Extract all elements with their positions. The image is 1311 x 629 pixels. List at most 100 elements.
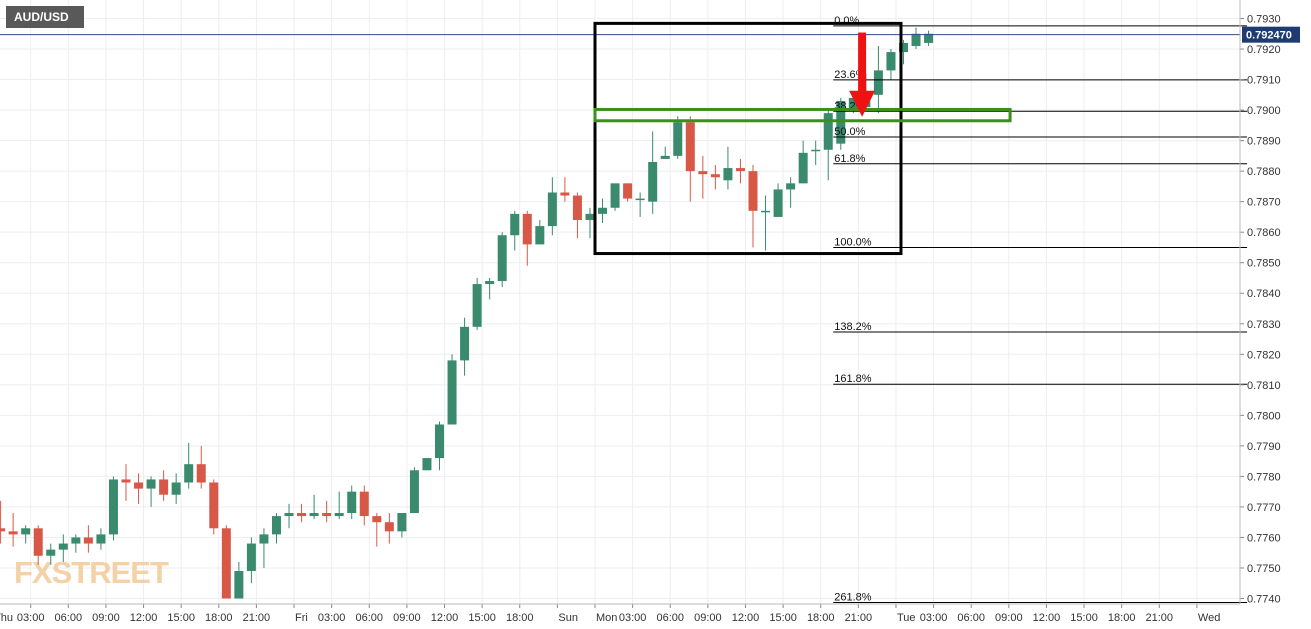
watermark: FXSTREET (14, 555, 169, 590)
candle-body (259, 534, 269, 544)
candle-body (786, 183, 796, 190)
candle-body (0, 528, 6, 532)
y-tick-label: 0.7920 (1247, 44, 1281, 56)
candle-body (460, 326, 470, 361)
candle-body (723, 168, 733, 181)
x-tick-label: 12:00 (732, 612, 760, 624)
fib-label: 61.8% (834, 153, 865, 165)
x-tick-label: Mon (596, 612, 617, 624)
candle-body (71, 537, 81, 544)
x-tick-label: 12:00 (130, 612, 158, 624)
y-tick-label: 0.7930 (1247, 14, 1281, 26)
candle-body (8, 531, 18, 535)
candle-body (246, 543, 256, 572)
candle-body (435, 424, 444, 459)
candle-body (648, 161, 658, 202)
x-tick-label: Thu (0, 612, 13, 624)
candle-body (359, 491, 369, 517)
x-tick-label: 06:00 (356, 612, 384, 624)
candle-body (585, 213, 595, 220)
y-tick-label: 0.7910 (1247, 75, 1281, 87)
candle-body (572, 195, 582, 220)
x-tick-label: 12:00 (431, 612, 459, 624)
candle-body (623, 183, 633, 199)
y-tick-label: 0.7880 (1247, 166, 1281, 178)
candle-body (811, 149, 821, 152)
candle-body (761, 210, 771, 213)
candle-body (271, 516, 281, 535)
candle-body (698, 171, 708, 175)
x-tick-label: 15:00 (167, 612, 195, 624)
fib-label: 50.0% (834, 126, 865, 138)
candle-body (96, 534, 106, 544)
y-tick-label: 0.7780 (1247, 471, 1281, 483)
candle-body (798, 152, 808, 184)
fib-label: 261.8% (834, 591, 872, 603)
candle-body (497, 235, 507, 282)
candle-body (372, 516, 382, 523)
arrow-head (849, 90, 876, 117)
candle-body (108, 479, 118, 535)
x-tick-label: Fri (295, 612, 308, 624)
candle-body (848, 97, 858, 111)
candle-body (522, 213, 532, 245)
candle-body (171, 482, 181, 495)
grid (0, 0, 1240, 604)
x-tick-label: 03:00 (17, 612, 45, 624)
candle-body (610, 183, 620, 208)
y-tick-label: 0.7870 (1247, 197, 1281, 209)
candle-body (660, 155, 670, 159)
candle-body (159, 479, 169, 495)
candle-body (322, 513, 332, 517)
candle-body (196, 464, 206, 483)
candle-body (748, 171, 758, 211)
y-tick-label: 0.7770 (1247, 502, 1281, 514)
candle-body (422, 458, 432, 471)
candle-body (673, 122, 683, 156)
x-tick-label: 09:00 (393, 612, 421, 624)
highlight-box (593, 21, 903, 256)
candles (0, 27, 934, 599)
x-tick-label: 18:00 (807, 612, 835, 624)
candle-body (347, 491, 357, 514)
candle-body (221, 528, 231, 599)
x-tick-label: Wed (1198, 612, 1220, 624)
candle-body (924, 33, 934, 43)
symbol-label: AUD/USD (6, 6, 84, 28)
candle-body (635, 198, 645, 201)
y-tick-label: 0.7850 (1247, 258, 1281, 270)
candle-body (560, 192, 570, 196)
y-tick-label: 0.7900 (1247, 105, 1281, 117)
candle-body (447, 360, 457, 425)
fib-label: 23.6% (834, 69, 865, 81)
candle-body (33, 528, 43, 556)
x-tick-label: 03:00 (920, 612, 948, 624)
candle-body (472, 284, 482, 327)
candle-body (898, 42, 908, 53)
fib-label: 0.0% (834, 15, 859, 27)
candle-body (121, 479, 131, 483)
candle-body (598, 207, 608, 214)
candle-body (134, 482, 144, 489)
candle-body (510, 213, 520, 236)
y-tick-label: 0.7740 (1247, 594, 1281, 606)
candle-body (58, 543, 68, 550)
annotations (0, 21, 1240, 256)
x-tick-label: 18:00 (1108, 612, 1136, 624)
x-tick-label: 03:00 (619, 612, 647, 624)
current-price-tag (1242, 26, 1300, 43)
candle-body (309, 513, 319, 517)
x-tick-label: 15:00 (1070, 612, 1098, 624)
x-tick-label: 21:00 (1146, 612, 1174, 624)
x-tick-label: 21:00 (243, 612, 271, 624)
candle-body (773, 189, 783, 217)
candle-body (886, 52, 896, 71)
candle-body (384, 522, 394, 532)
x-tick-label: Sun (558, 612, 578, 624)
candle-body (297, 513, 307, 517)
x-tick-label: 15:00 (769, 612, 797, 624)
y-tick-label: 0.7790 (1247, 441, 1281, 453)
candle-body (334, 513, 344, 517)
x-tick-label: 12:00 (1033, 612, 1061, 624)
